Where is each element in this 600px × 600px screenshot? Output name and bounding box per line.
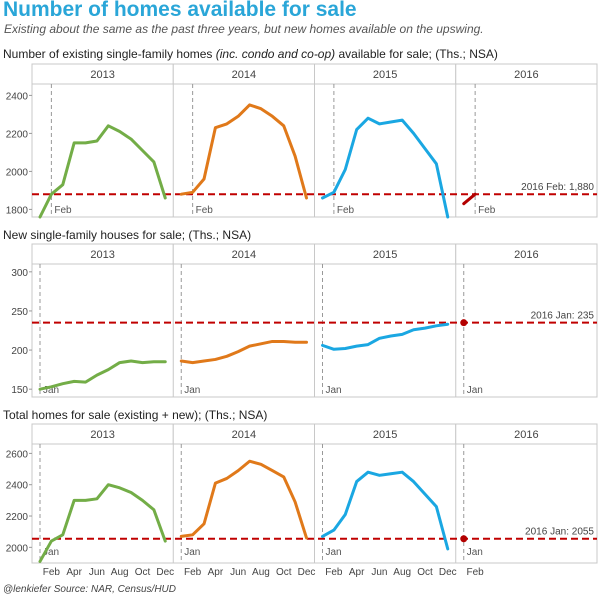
month-marker-label: Jan bbox=[467, 547, 483, 558]
month-marker-label: Jan bbox=[43, 547, 59, 558]
month-marker-label: Feb bbox=[337, 205, 355, 216]
month-marker-label: Feb bbox=[196, 205, 214, 216]
reference-annotation: 2016 Jan: 235 bbox=[531, 311, 595, 322]
series-line-2014 bbox=[179, 459, 308, 540]
x-tick-label: Jun bbox=[89, 567, 105, 578]
chart-panel-3: Total homes for sale (existing + new); (… bbox=[3, 408, 598, 578]
facet-label: 2015 bbox=[373, 429, 397, 441]
x-tick-label: Dec bbox=[298, 567, 316, 578]
series-line-2015 bbox=[321, 470, 450, 551]
series-line-2014 bbox=[179, 103, 308, 200]
y-tick-label: 150 bbox=[11, 385, 28, 396]
y-tick-label: 200 bbox=[11, 346, 28, 357]
x-tick-label: Apr bbox=[66, 567, 82, 578]
y-tick-label: 2600 bbox=[6, 449, 29, 460]
y-tick-label: 2400 bbox=[6, 481, 29, 492]
chart-title: Number of existing single-family homes (… bbox=[3, 47, 498, 61]
series-line-2013 bbox=[38, 359, 167, 391]
x-tick-label: Apr bbox=[349, 567, 365, 578]
month-marker-label: Jan bbox=[43, 385, 59, 396]
facet-label: 2015 bbox=[373, 249, 397, 261]
y-tick-label: 2000 bbox=[6, 167, 29, 178]
x-tick-label: Apr bbox=[208, 567, 224, 578]
reference-annotation: 2016 Jan: 2055 bbox=[525, 527, 594, 538]
chart-panel-2: New single-family houses for sale; (Ths.… bbox=[3, 228, 598, 398]
x-tick-label: Dec bbox=[156, 567, 174, 578]
page-subtitle: Existing about the same as the past thre… bbox=[4, 22, 484, 36]
y-tick-label: 2200 bbox=[6, 512, 29, 523]
series-line-2016 bbox=[462, 192, 477, 206]
chart-title: New single-family houses for sale; (Ths.… bbox=[3, 228, 251, 242]
y-tick-label: 2000 bbox=[6, 543, 29, 554]
series-line-2014 bbox=[179, 339, 308, 365]
facet-label: 2013 bbox=[90, 249, 114, 261]
y-tick-label: 1800 bbox=[6, 205, 29, 216]
x-tick-label: Aug bbox=[393, 567, 411, 578]
facet-label: 2013 bbox=[90, 69, 114, 81]
x-tick-label: Jun bbox=[230, 567, 246, 578]
x-tick-label: Oct bbox=[276, 567, 292, 578]
x-tick-label: Oct bbox=[417, 567, 433, 578]
facet-label: 2016 bbox=[514, 69, 538, 81]
chart-title: Total homes for sale (existing + new); (… bbox=[3, 408, 267, 422]
x-tick-label: Feb bbox=[325, 567, 343, 578]
x-tick-label: Jun bbox=[371, 567, 387, 578]
y-tick-label: 250 bbox=[11, 307, 28, 318]
x-tick-label: Feb bbox=[184, 567, 202, 578]
page-title: Number of homes available for sale bbox=[3, 0, 357, 21]
facet-label: 2014 bbox=[232, 69, 256, 81]
x-tick-label: Dec bbox=[439, 567, 457, 578]
facet-label: 2016 bbox=[514, 249, 538, 261]
series-point-2016 bbox=[460, 319, 468, 327]
x-tick-label: Aug bbox=[111, 567, 129, 578]
month-marker-label: Jan bbox=[184, 385, 200, 396]
series-point-2016 bbox=[460, 535, 468, 543]
facet-label: 2016 bbox=[514, 429, 538, 441]
facet-label: 2014 bbox=[232, 429, 256, 441]
month-marker-label: Feb bbox=[54, 205, 72, 216]
x-tick-label: Feb bbox=[43, 567, 61, 578]
source-footer: @lenkiefer Source: NAR, Census/HUD bbox=[3, 584, 176, 595]
y-tick-label: 2200 bbox=[6, 129, 29, 140]
month-marker-label: Jan bbox=[467, 385, 483, 396]
x-tick-label: Aug bbox=[252, 567, 270, 578]
reference-annotation: 2016 Feb: 1,880 bbox=[521, 182, 594, 193]
chart-panel-1: Number of existing single-family homes (… bbox=[3, 47, 598, 219]
month-marker-label: Jan bbox=[184, 547, 200, 558]
facet-label: 2013 bbox=[90, 429, 114, 441]
y-tick-label: 300 bbox=[11, 268, 28, 279]
series-line-2015 bbox=[321, 116, 450, 219]
series-line-2013 bbox=[38, 483, 167, 563]
y-tick-label: 2400 bbox=[6, 91, 29, 102]
x-tick-label: Feb bbox=[467, 567, 485, 578]
month-marker-label: Jan bbox=[326, 385, 342, 396]
month-marker-label: Feb bbox=[478, 205, 496, 216]
x-tick-label: Oct bbox=[135, 567, 151, 578]
month-marker-label: Jan bbox=[326, 547, 342, 558]
facet-label: 2014 bbox=[232, 249, 256, 261]
facet-label: 2015 bbox=[373, 69, 397, 81]
series-line-2015 bbox=[321, 322, 450, 351]
series-line-2013 bbox=[38, 124, 167, 219]
